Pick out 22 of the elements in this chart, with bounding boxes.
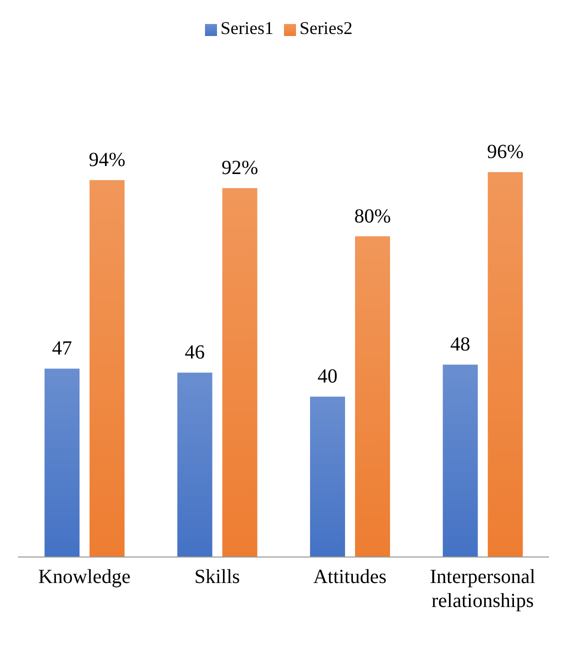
x-tick-label: Attitudes: [313, 566, 387, 588]
x-tick-label: Interpersonal relationships: [430, 566, 536, 612]
data-label: 96%: [486, 141, 524, 164]
data-label: 94%: [88, 149, 126, 172]
data-label: 40: [318, 366, 338, 388]
data-label: 80%: [354, 205, 391, 228]
data-label: 92%: [221, 157, 258, 180]
bar: [355, 236, 390, 557]
bar: [310, 396, 346, 557]
bar: [222, 188, 258, 557]
data-label: 47: [52, 338, 72, 360]
data-label: 48: [450, 334, 470, 356]
bar: [90, 180, 125, 557]
bar: [488, 172, 523, 557]
legend-label: Series1: [220, 18, 274, 38]
bar: [442, 364, 478, 557]
bar: [177, 372, 212, 557]
x-tick-label: Skills: [194, 566, 240, 588]
x-tick-label: Knowledge: [38, 566, 131, 588]
data-label: 46: [184, 342, 205, 364]
legend-label: Series2: [300, 18, 352, 38]
bar: [44, 368, 80, 557]
